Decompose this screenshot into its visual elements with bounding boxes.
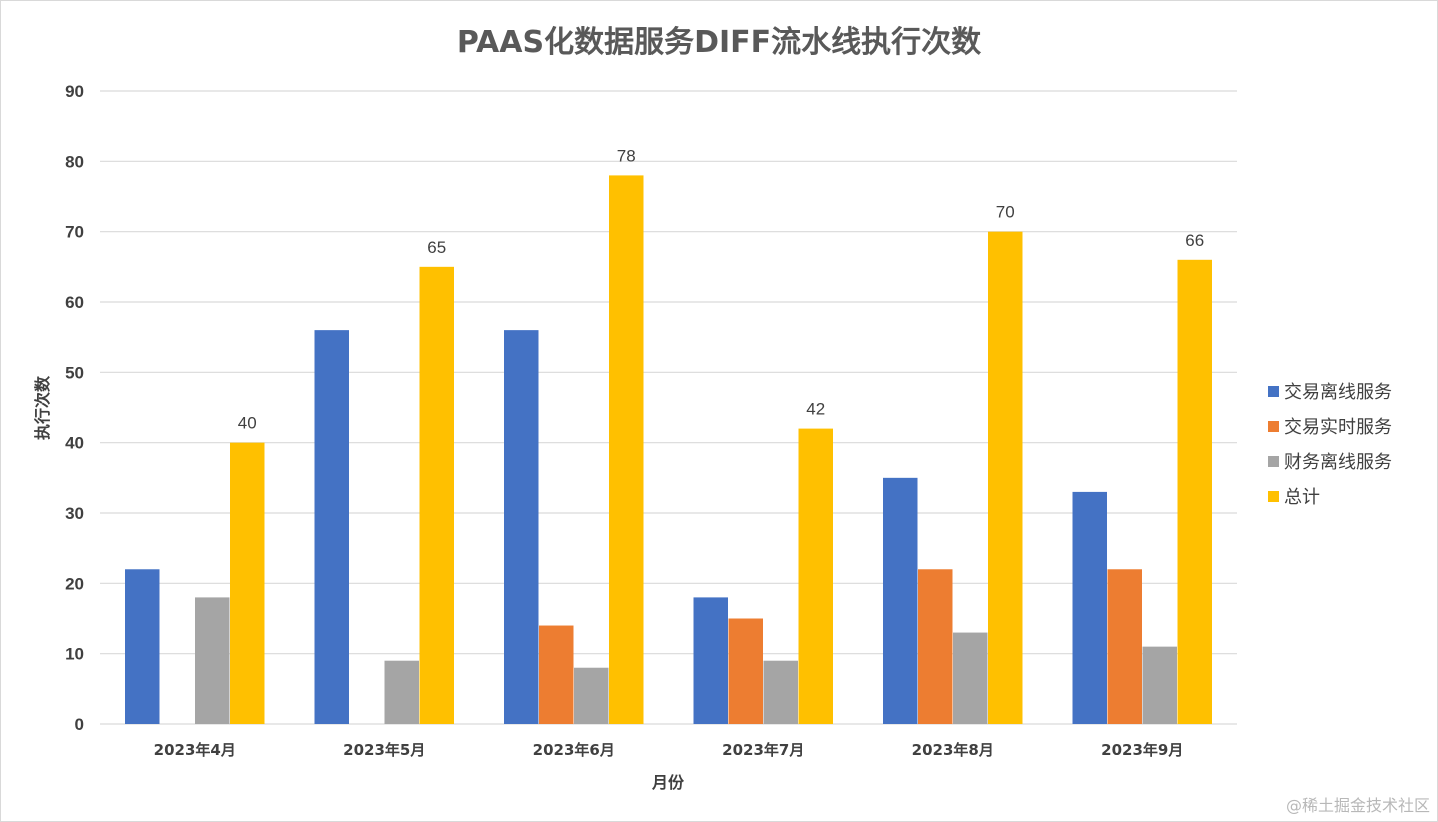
grid-lines: [100, 90, 1237, 725]
bar: [693, 597, 728, 724]
x-axis-title: 月份: [651, 773, 685, 792]
bar: [195, 597, 230, 724]
y-tick-label: 50: [65, 363, 84, 382]
x-tick-label: 2023年8月: [912, 741, 994, 759]
bar: [314, 330, 349, 724]
bar: [609, 175, 644, 724]
data-label: 78: [617, 146, 636, 165]
bar: [1177, 259, 1212, 724]
legend-label: 总计: [1284, 487, 1320, 508]
bar: [918, 569, 953, 724]
y-tick-label: 90: [65, 82, 84, 101]
x-tick-label: 2023年9月: [1101, 741, 1183, 759]
bar: [384, 660, 419, 724]
bar: [798, 428, 833, 724]
legend-label: 财务离线服务: [1284, 452, 1392, 473]
bar: [728, 618, 763, 724]
bars: [125, 175, 1212, 724]
legend-swatch: [1268, 386, 1279, 397]
legend-label: 交易离线服务: [1284, 382, 1392, 403]
y-tick-label: 0: [75, 715, 84, 734]
x-tick-label: 2023年4月: [154, 741, 236, 759]
y-tick-label: 20: [65, 574, 84, 593]
y-tick-label: 60: [65, 293, 84, 312]
y-tick-label: 10: [65, 645, 84, 664]
bar: [1072, 491, 1107, 724]
bar: [539, 625, 574, 724]
y-tick-label: 80: [65, 152, 84, 171]
x-axis-categories: 2023年4月 2023年5月 2023年6月 2023年7月 2023年8月 2023年…: [154, 741, 1184, 759]
legend-label: 交易实时服务: [1284, 417, 1392, 438]
x-tick-label: 2023年7月: [722, 741, 804, 759]
bar: [574, 667, 609, 724]
y-tick-label: 30: [65, 504, 84, 523]
bar: [504, 330, 539, 724]
data-label: 70: [996, 203, 1015, 222]
legend-swatch: [1268, 456, 1279, 467]
data-label: 65: [427, 238, 446, 257]
x-tick-label: 2023年5月: [343, 741, 425, 759]
bar: [763, 660, 798, 724]
bar: [1107, 569, 1142, 724]
bar: [125, 569, 160, 724]
chart-title: PAAS化数据服务DIFF流水线执行次数: [457, 25, 982, 60]
bar: [230, 442, 265, 724]
data-label: 66: [1185, 231, 1204, 250]
bar: [883, 477, 918, 724]
data-label: 42: [806, 400, 825, 419]
y-axis-title: 执行次数: [33, 375, 52, 440]
legend-swatch: [1268, 491, 1279, 502]
bar: [1142, 646, 1177, 724]
legend-swatch: [1268, 421, 1279, 432]
y-tick-label: 40: [65, 434, 84, 453]
data-labels: 40 65 78 42 70 66: [238, 146, 1204, 432]
y-axis-ticks: 0 10 20 30 40 50 60 70 80 90: [65, 82, 84, 734]
x-tick-label: 2023年6月: [533, 741, 615, 759]
y-tick-label: 70: [65, 223, 84, 242]
bar: [953, 632, 988, 724]
bar: [988, 231, 1023, 724]
watermark: @稀土掘金技术社区: [1286, 796, 1430, 815]
bar: [419, 266, 454, 724]
data-label: 40: [238, 414, 257, 433]
